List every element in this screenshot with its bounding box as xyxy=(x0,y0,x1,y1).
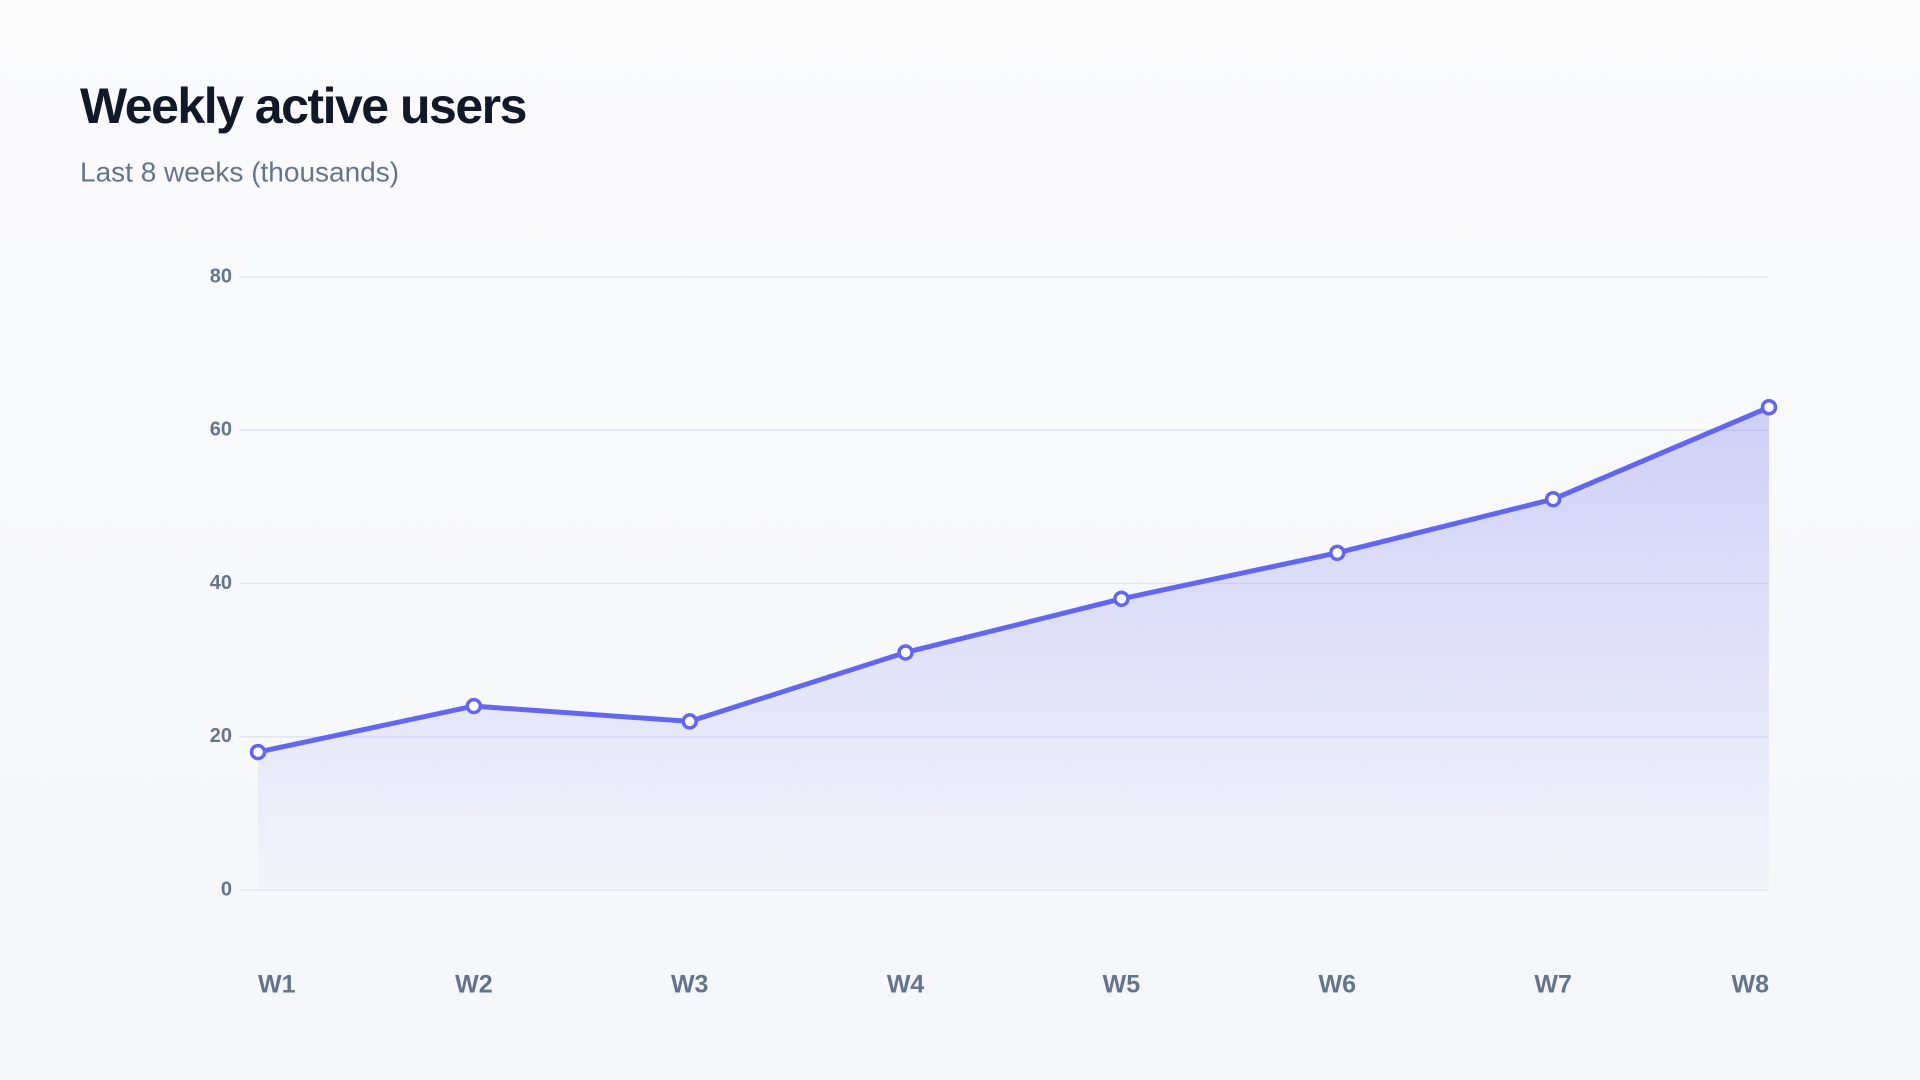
chart-title: Weekly active users xyxy=(80,78,526,134)
point xyxy=(1544,490,1562,508)
point xyxy=(681,713,698,730)
line xyxy=(255,404,1772,755)
point xyxy=(1329,544,1346,562)
x-tick-label: W3 xyxy=(671,971,709,999)
y-tick-label: 20 xyxy=(210,725,232,747)
y-tick-label: 0 xyxy=(221,878,232,900)
chart-subtitle: Last 8 weeks (thousands) xyxy=(80,156,399,187)
x-tick-label: W4 xyxy=(887,971,925,999)
point xyxy=(897,644,914,661)
x-tick-label: W5 xyxy=(1103,971,1141,999)
point xyxy=(1113,590,1130,608)
x-tick-label: W2 xyxy=(455,971,493,999)
point xyxy=(465,697,483,715)
point xyxy=(1760,399,1778,416)
y-tick-label: 80 xyxy=(210,265,232,287)
y-tick-label: 40 xyxy=(210,572,232,594)
x-tick-label: W6 xyxy=(1319,971,1357,999)
x-tick-label: W8 xyxy=(1732,971,1770,999)
x-tick-label: W7 xyxy=(1534,971,1572,999)
x-tick-label: W1 xyxy=(258,971,296,999)
point xyxy=(249,743,267,761)
y-tick-label: 60 xyxy=(210,419,232,441)
area-fill xyxy=(258,407,1769,890)
